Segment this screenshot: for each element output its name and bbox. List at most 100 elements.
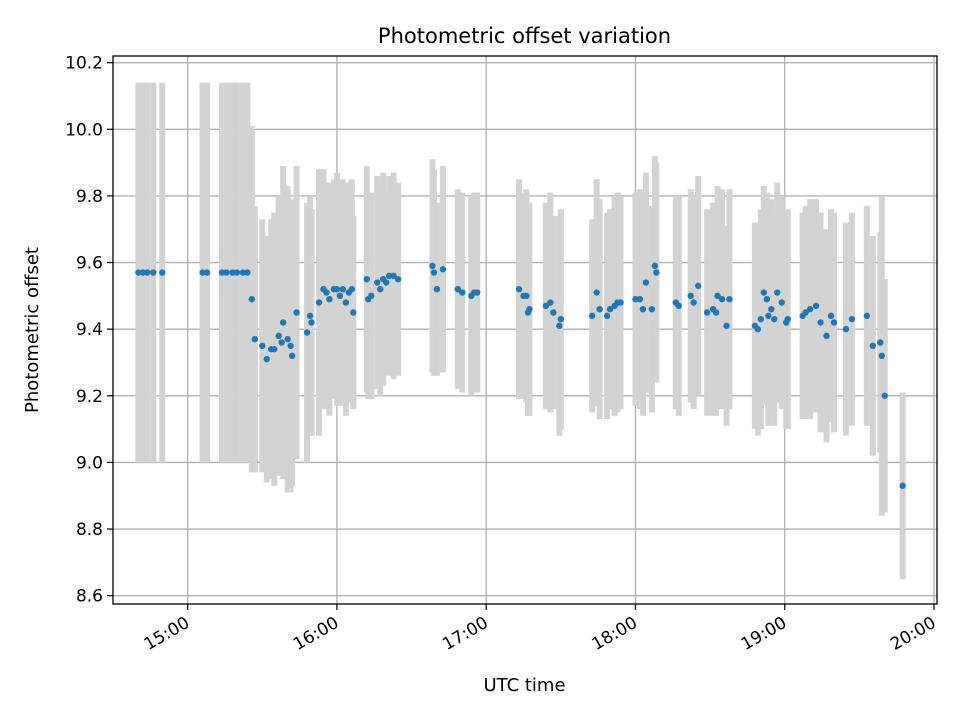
y-tick-label: 8.8: [76, 520, 103, 540]
data-point: [377, 285, 384, 293]
data-point: [339, 285, 347, 293]
data-point: [771, 315, 778, 323]
data-point: [275, 332, 282, 340]
data-point: [244, 269, 251, 276]
data-point: [869, 342, 877, 350]
data-point: [723, 322, 730, 330]
y-tick-label: 10.2: [65, 54, 103, 74]
data-point: [596, 305, 603, 313]
data-point: [523, 292, 530, 300]
data-point: [642, 279, 650, 286]
data-point: [827, 312, 835, 320]
data-point: [459, 289, 466, 296]
data-point: [350, 309, 357, 316]
data-point: [603, 312, 611, 320]
data-point: [303, 329, 311, 336]
data-point: [863, 312, 871, 320]
data-point: [278, 339, 285, 346]
data-point: [760, 289, 768, 296]
data-point: [308, 319, 315, 326]
data-point: [878, 352, 885, 360]
data-point: [306, 312, 314, 320]
data-point: [429, 262, 436, 270]
data-point: [648, 305, 656, 313]
data-point: [636, 295, 644, 303]
data-point: [218, 269, 226, 276]
data-point: [159, 269, 166, 276]
data-point: [430, 269, 438, 276]
data-point: [288, 352, 296, 360]
data-point: [271, 345, 278, 353]
data-point: [712, 309, 720, 316]
data-point: [203, 269, 211, 276]
data-point: [714, 292, 721, 300]
data-point: [842, 325, 850, 333]
data-point: [229, 269, 236, 276]
data-point: [526, 305, 533, 313]
data-point: [606, 305, 614, 313]
data-point: [718, 295, 726, 303]
data-point: [342, 299, 350, 306]
data-point: [757, 315, 765, 323]
data-point: [877, 339, 884, 346]
data-point: [556, 322, 563, 330]
point-layer: [135, 262, 906, 489]
data-point: [651, 262, 659, 270]
y-axis: 8.6 8.8 9.0 9.2 9.4 9.6 9.8 10.0 10.2: [65, 54, 113, 607]
data-point: [588, 312, 596, 320]
y-tick-label: 9.8: [76, 187, 103, 207]
data-point: [675, 302, 682, 310]
data-point: [694, 282, 702, 290]
data-point: [784, 315, 791, 323]
data-point: [284, 335, 291, 343]
data-point: [233, 269, 241, 276]
data-point: [223, 269, 230, 276]
data-point: [336, 292, 344, 300]
y-tick-label: 9.4: [76, 320, 103, 340]
data-point: [632, 295, 639, 303]
data-point: [374, 279, 381, 286]
data-point: [802, 309, 809, 316]
data-point: [474, 289, 481, 296]
data-point: [593, 289, 600, 296]
data-point: [394, 275, 402, 283]
data-point: [433, 285, 441, 293]
data-point: [768, 305, 775, 313]
y-tick-label: 8.6: [76, 587, 103, 607]
data-point: [385, 272, 393, 280]
data-point: [765, 312, 772, 320]
data-point: [279, 319, 287, 326]
data-point: [806, 305, 814, 313]
data-point: [293, 309, 300, 316]
data-point: [454, 285, 462, 293]
data-point: [439, 266, 447, 273]
data-point: [248, 295, 256, 303]
chart-title: Photometric offset variation: [378, 24, 671, 48]
data-point: [263, 355, 270, 363]
data-point: [823, 332, 830, 340]
data-point: [812, 302, 820, 310]
data-point: [703, 309, 711, 316]
data-point: [259, 342, 266, 350]
data-point: [617, 299, 624, 306]
data-point: [774, 289, 781, 296]
data-point: [542, 302, 550, 310]
data-point: [315, 299, 323, 306]
data-point: [848, 315, 856, 323]
data-point: [139, 269, 147, 276]
data-point: [348, 285, 356, 293]
y-axis-title: Photometric offset: [22, 247, 43, 413]
data-point: [390, 272, 397, 280]
data-point: [287, 342, 294, 350]
data-point: [515, 285, 523, 293]
data-point: [687, 292, 694, 300]
data-point: [323, 289, 330, 296]
data-point: [368, 292, 375, 300]
data-point: [653, 269, 660, 276]
data-point: [830, 319, 838, 326]
data-point: [382, 279, 390, 286]
data-point: [763, 295, 771, 303]
y-tick-label: 10.0: [65, 120, 103, 140]
y-tick-label: 9.0: [76, 453, 103, 473]
